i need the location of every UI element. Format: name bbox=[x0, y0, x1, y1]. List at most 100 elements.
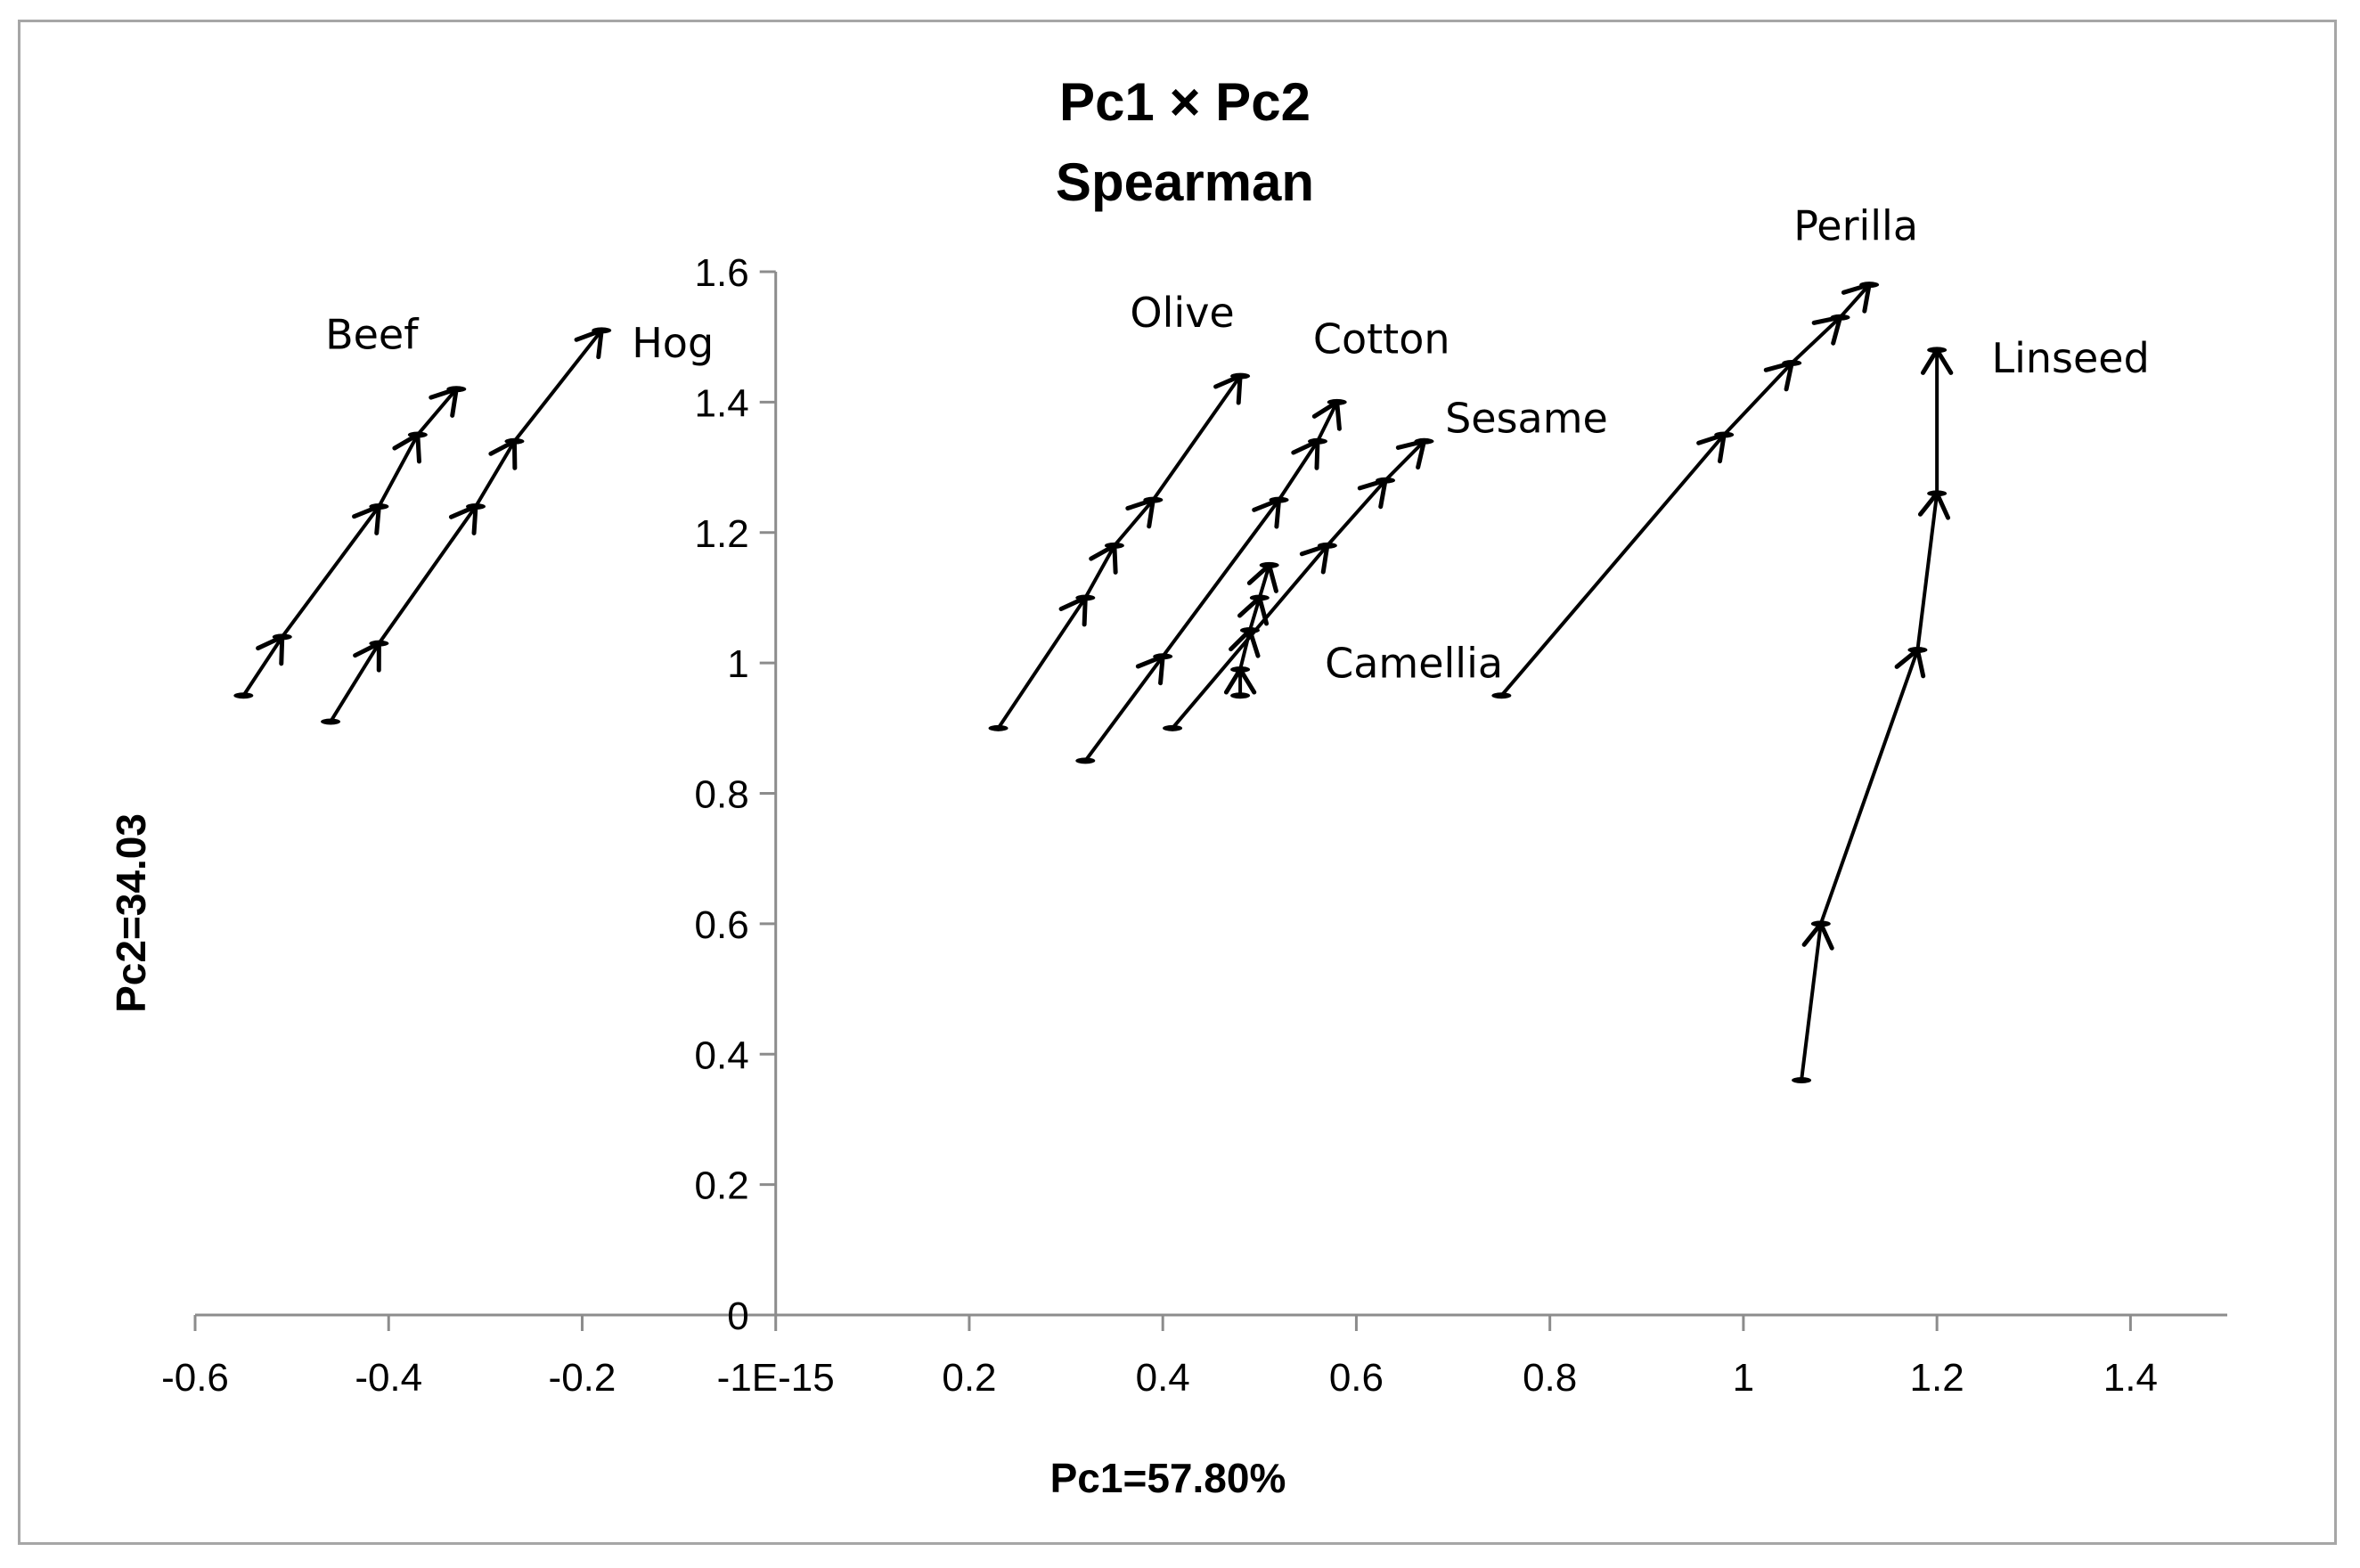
connector-line bbox=[1277, 440, 1319, 502]
series-perilla: Perilla bbox=[1491, 202, 1918, 699]
data-point bbox=[1714, 431, 1735, 438]
data-point bbox=[1317, 542, 1337, 549]
connector-line bbox=[1839, 283, 1871, 319]
connector-line bbox=[1915, 493, 1939, 650]
connector-line bbox=[1722, 362, 1793, 437]
series-beef: Beef bbox=[233, 311, 467, 699]
y-tick-label: 0.8 bbox=[695, 773, 749, 817]
connector-line bbox=[1161, 498, 1281, 657]
connector-line bbox=[1790, 315, 1841, 364]
connector-line bbox=[1316, 401, 1339, 443]
arrow-head bbox=[353, 641, 381, 673]
data-point bbox=[1927, 490, 1948, 497]
chart-title: Pc1 × Pc2 bbox=[1059, 72, 1311, 132]
x-tick-label: -0.4 bbox=[355, 1356, 422, 1400]
data-point bbox=[1927, 347, 1948, 354]
data-point bbox=[1376, 477, 1396, 484]
connector-line bbox=[377, 505, 478, 645]
connector-line bbox=[1151, 374, 1242, 502]
y-tick-label: 0.6 bbox=[695, 903, 749, 947]
data-point bbox=[1239, 627, 1260, 634]
series-label: Sesame bbox=[1445, 394, 1608, 442]
data-point bbox=[321, 718, 341, 725]
series-group: Beef Hog Olive Cotton Sesame Camellia Perilla L… bbox=[233, 202, 2150, 1084]
x-tick-label: -1E-15 bbox=[717, 1356, 835, 1400]
x-tick-label: 1 bbox=[1733, 1356, 1754, 1400]
arrow-head bbox=[1213, 373, 1243, 405]
data-point bbox=[1327, 398, 1347, 405]
x-tick-label: 0.6 bbox=[1329, 1356, 1384, 1400]
data-point bbox=[1259, 561, 1279, 568]
connector-line bbox=[1818, 649, 1920, 925]
x-tick-label: -0.6 bbox=[161, 1356, 229, 1400]
data-point bbox=[1249, 594, 1270, 601]
chart-subtitle: Spearman bbox=[1056, 152, 1314, 212]
data-point bbox=[504, 437, 525, 445]
chart-frame: Pc1 × Pc2 Spearman -0.6 -0.4 -0.2 -1E-15 0.2… bbox=[18, 20, 2337, 1545]
arrow-head bbox=[256, 634, 285, 666]
y-tick-label: 1.6 bbox=[695, 251, 749, 295]
data-point bbox=[1859, 282, 1880, 289]
series-label: Perilla bbox=[1793, 202, 1918, 250]
y-tick-label: 0 bbox=[727, 1294, 748, 1338]
data-point bbox=[1163, 724, 1183, 731]
series-label: Olive bbox=[1130, 289, 1234, 337]
data-point bbox=[1230, 372, 1251, 380]
arrow-head bbox=[1058, 595, 1088, 627]
connector-line bbox=[996, 596, 1087, 730]
connector-line bbox=[241, 635, 284, 697]
x-tick-label: 0.2 bbox=[942, 1356, 996, 1400]
connector-line bbox=[474, 440, 517, 508]
data-point bbox=[988, 724, 1009, 731]
connector-line bbox=[1384, 439, 1425, 482]
series-label: Beef bbox=[325, 311, 420, 359]
series-label: Hog bbox=[632, 319, 714, 367]
connector-line bbox=[1326, 478, 1387, 547]
data-point bbox=[1269, 496, 1289, 503]
data-point bbox=[1307, 437, 1327, 445]
data-point bbox=[1143, 496, 1164, 503]
series-camellia: Camellia bbox=[1223, 561, 1503, 699]
arrow-head bbox=[1291, 438, 1320, 470]
connector-line bbox=[1083, 544, 1116, 599]
series-label: Linseed bbox=[1991, 334, 2149, 382]
x-axis-title: Pc1=57.80% bbox=[1050, 1455, 1286, 1501]
series-label: Cotton bbox=[1313, 314, 1450, 363]
x-tick-label: 0.4 bbox=[1136, 1356, 1190, 1400]
y-tick-label: 0.4 bbox=[695, 1033, 749, 1077]
connector-line bbox=[1257, 564, 1271, 599]
axes: -0.6 -0.4 -0.2 -1E-15 0.2 0.4 0.6 0.8 1 1.2 1.4 0 0.… bbox=[161, 251, 2227, 1400]
y-tick-label: 1 bbox=[727, 642, 748, 686]
data-point bbox=[1230, 666, 1251, 673]
data-point bbox=[272, 633, 292, 641]
chart-canvas: Pc1 × Pc2 Spearman -0.6 -0.4 -0.2 -1E-15 0.2… bbox=[108, 72, 2227, 1501]
series-linseed: Linseed bbox=[1792, 334, 2150, 1084]
connector-line bbox=[416, 388, 458, 437]
data-point bbox=[407, 431, 428, 438]
x-tick-label: -0.2 bbox=[549, 1356, 617, 1400]
data-point bbox=[1491, 692, 1512, 699]
data-point bbox=[1810, 920, 1831, 927]
connector-line bbox=[1083, 655, 1164, 763]
series-olive: Olive bbox=[988, 289, 1251, 731]
data-point bbox=[1792, 1077, 1812, 1084]
series-hog: Hog bbox=[321, 319, 714, 725]
connector-line bbox=[1113, 498, 1155, 547]
connector-line bbox=[1800, 923, 1823, 1081]
data-point bbox=[465, 502, 486, 510]
y-tick-label: 0.2 bbox=[695, 1164, 749, 1208]
connector-line bbox=[329, 642, 381, 723]
connector-line bbox=[512, 329, 603, 443]
data-point bbox=[233, 692, 254, 699]
x-tick-label: 0.8 bbox=[1523, 1356, 1577, 1400]
connector-line bbox=[1499, 433, 1726, 698]
data-point bbox=[1414, 437, 1434, 445]
y-tick-label: 1.2 bbox=[695, 512, 749, 556]
y-axis-title: Pc2=34.03 bbox=[108, 813, 154, 1013]
data-point bbox=[592, 327, 612, 334]
series-cotton: Cotton bbox=[1075, 314, 1450, 764]
data-point bbox=[1907, 646, 1928, 653]
x-tick-label: 1.2 bbox=[1910, 1356, 1964, 1400]
data-point bbox=[1830, 314, 1850, 321]
data-point bbox=[1230, 692, 1251, 699]
